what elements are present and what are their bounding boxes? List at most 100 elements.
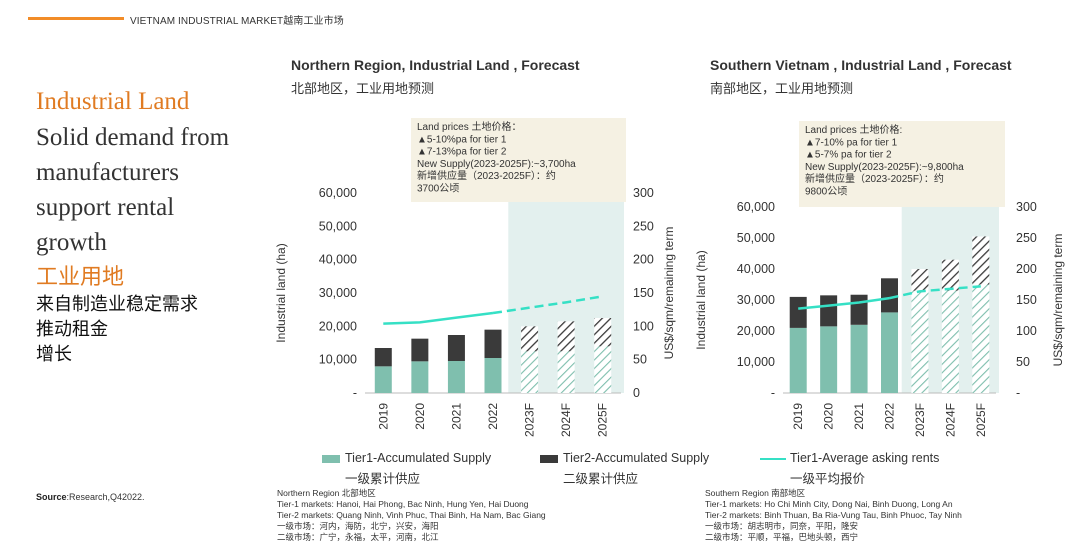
- y-tick-label: 50,000: [737, 231, 775, 245]
- tier1-supply-bar: [881, 312, 898, 393]
- source-label: Source: [36, 492, 67, 502]
- tier1-supply-bar: [911, 290, 929, 393]
- section-subtitle-en-line: support rental: [36, 194, 175, 221]
- y-tick-label: 40,000: [737, 262, 775, 276]
- x-tick-label: 2024F: [943, 403, 957, 437]
- y2-tick-label: 100: [633, 319, 654, 333]
- x-tick-label: 2021: [449, 403, 463, 430]
- y-tick-label: 10,000: [319, 353, 357, 367]
- south-industrial-land-chart: Land prices 土地价格:▲7-10% pa for tier 1 ▲5-…: [694, 121, 1065, 437]
- land-price-note-box: [411, 118, 626, 202]
- land-price-note-line: ▲7-13%pa for tier 2: [417, 147, 507, 158]
- section-subtitle-zh-line: 来自制造业稳定需求: [36, 294, 198, 314]
- x-tick-label: 2023F: [523, 403, 537, 437]
- south-footnote-line: Southern Region 南部地区: [705, 488, 806, 498]
- tier1-supply-bar: [820, 326, 838, 393]
- section-subtitle-zh-line: 推动租金: [36, 319, 108, 339]
- land-price-note-line: New Supply(2023-2025F):~3,700ha: [417, 159, 576, 170]
- y2-tick-label: 100: [1016, 324, 1037, 338]
- y2-tick-label: 150: [633, 286, 654, 300]
- north-footnote-line: Tier-2 markets: Quang Ninh, Vinh Phuc, T…: [277, 510, 546, 520]
- land-price-note-line: ▲7-10% pa for tier 1: [805, 137, 898, 148]
- tier2-supply-bar: [789, 296, 807, 328]
- south-chart-subtitle: 南部地区，工业用地预测: [710, 81, 854, 96]
- rent-line-actual: [383, 311, 494, 325]
- tier1-supply-bar: [594, 346, 612, 393]
- tier1-supply-bar: [557, 351, 575, 393]
- land-price-note-line: 新增供应量（2023-2025F）：约: [417, 169, 556, 182]
- land-price-note-line: Land prices 土地价格：: [417, 120, 521, 133]
- tier1-supply-bar: [850, 324, 868, 393]
- y2-tick-label: 250: [633, 219, 654, 233]
- y-tick-label: 30,000: [737, 293, 775, 307]
- land-price-note-line: 9800公顷: [805, 186, 847, 198]
- y2-tick-label: 50: [633, 353, 647, 367]
- x-tick-label: 2025F: [596, 403, 610, 437]
- tier2-supply-bar: [484, 329, 502, 358]
- rent-line-forecast: [889, 285, 981, 300]
- y2-tick-label: 200: [1016, 262, 1037, 276]
- y-axis-title: Industrial land (ha): [274, 243, 288, 342]
- tier1-supply-bar: [374, 366, 392, 393]
- section-subtitle-en-line: growth: [36, 229, 107, 256]
- tier1-supply-bar: [941, 290, 959, 393]
- y2-tick-label: -: [1016, 386, 1020, 400]
- header-title: VIETNAM INDUSTRIAL MARKET越南工业市场: [130, 16, 344, 27]
- tier2-supply-bar: [972, 236, 990, 285]
- tier2-supply-bar: [521, 326, 539, 352]
- y2-axis-title: US$/sqm/remaining term: [662, 227, 676, 360]
- south-footnote-line: 二级市场：平顺，平福，巴地头顿，西宁: [705, 532, 859, 542]
- tier2-supply-bar: [557, 321, 575, 352]
- y-tick-label: 20,000: [737, 324, 775, 338]
- y2-tick-label: 150: [1016, 293, 1037, 307]
- y2-axis-title: US$/sqm/remaining term: [1051, 234, 1065, 367]
- y-tick-label: 50,000: [319, 219, 357, 233]
- y-tick-label: -: [771, 386, 775, 400]
- north-footnote: Northern Region 北部地区 Tier-1 markets: Han…: [277, 488, 546, 543]
- left-panel: Industrial Land Solid demand from manufa…: [36, 84, 276, 367]
- north-footnote-line: 一级市场：河内，海防，北宁，兴安，海阳: [277, 521, 439, 531]
- legend-swatch-rent: [760, 458, 786, 460]
- source-text: :Research,Q42022.: [66, 492, 145, 502]
- tier2-supply-bar: [850, 294, 868, 325]
- tier1-supply-bar: [411, 361, 429, 393]
- section-title-en: Industrial Land: [36, 88, 190, 115]
- x-tick-label: 2019: [791, 403, 805, 430]
- source-note: Source:Research,Q42022.: [36, 492, 145, 502]
- tier2-supply-bar: [881, 278, 898, 313]
- south-footnote-line: Tier-2 markets: Binh Thuan, Ba Ria-Vung …: [705, 510, 962, 520]
- header-accent-bar: [28, 17, 124, 20]
- north-chart-subtitle: 北部地区，工业用地预测: [291, 81, 435, 96]
- y2-tick-label: 300: [1016, 200, 1037, 214]
- y2-tick-label: 300: [633, 186, 654, 200]
- x-tick-label: 2019: [376, 403, 390, 430]
- x-tick-label: 2022: [883, 403, 897, 430]
- tier1-supply-bar: [972, 284, 990, 393]
- land-price-note-line: 新增供应量（2023-2025F）：约: [805, 172, 944, 185]
- tier1-supply-bar: [447, 361, 465, 393]
- x-tick-label: 2025F: [974, 403, 988, 437]
- legend-swatch-tier1: [322, 455, 340, 463]
- tier2-supply-bar: [411, 338, 429, 362]
- rent-line-forecast: [492, 295, 603, 315]
- land-price-note-line: ▲5-10%pa for tier 1: [417, 134, 507, 145]
- legend-label-tier2-zh: 二级累计供应: [563, 472, 639, 486]
- y2-tick-label: 0: [633, 386, 640, 400]
- land-price-note-line: 3700公顷: [417, 183, 459, 195]
- x-tick-label: 2022: [486, 403, 500, 430]
- x-tick-label: 2024F: [559, 403, 573, 437]
- tier1-supply-bar: [789, 327, 807, 393]
- x-tick-label: 2020: [822, 403, 836, 430]
- y-tick-label: 10,000: [737, 355, 775, 369]
- tier2-supply-bar: [374, 348, 392, 367]
- tier1-supply-bar: [521, 351, 539, 393]
- south-chart-title: Southern Vietnam , Industrial Land , For…: [710, 57, 1012, 73]
- legend-label-tier1-zh: 一级累计供应: [345, 472, 421, 486]
- tier2-supply-bar: [911, 269, 929, 291]
- section-subtitle-zh-line: 增长: [36, 344, 72, 364]
- north-industrial-land-chart: Land prices 土地价格：▲5-10%pa for tier 1 ▲7-1…: [274, 118, 676, 437]
- y-tick-label: 20,000: [319, 319, 357, 333]
- south-footnote-line: Tier-1 markets: Ho Chi Minh City, Dong N…: [705, 499, 953, 509]
- section-title-zh: 工业用地: [36, 264, 125, 289]
- rent-line-actual: [798, 296, 890, 310]
